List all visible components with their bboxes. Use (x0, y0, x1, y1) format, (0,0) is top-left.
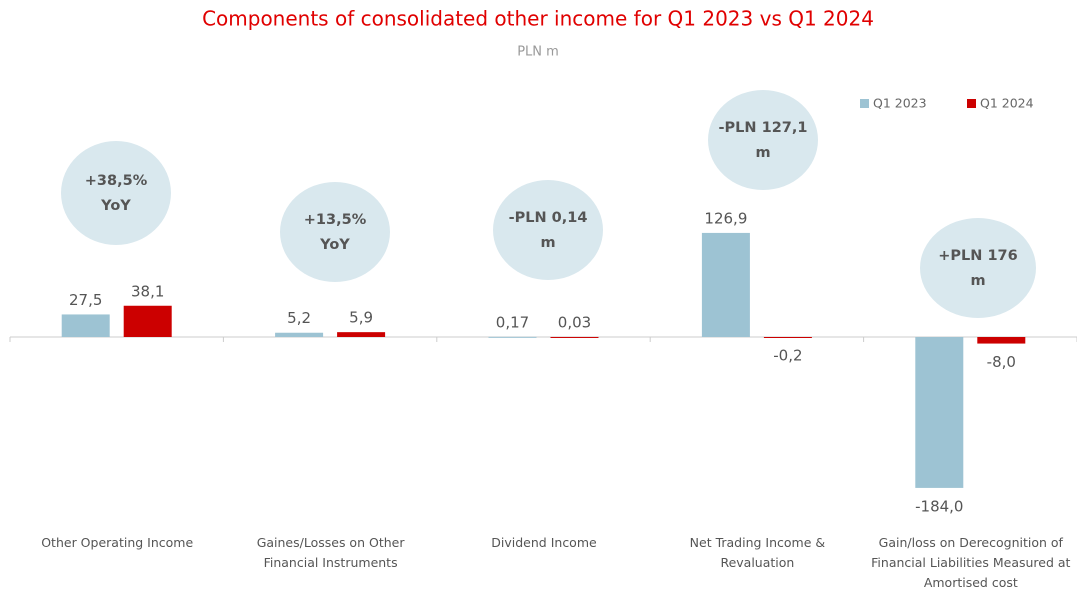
data-label: 0,17 (496, 313, 529, 331)
annotation-bubble (708, 90, 818, 190)
annotation-text: +PLN 176 (938, 248, 1017, 264)
data-label: -8,0 (987, 353, 1016, 371)
bar (550, 336, 599, 338)
chart-title: Components of consolidated other income … (202, 7, 874, 31)
bar (763, 337, 812, 338)
x-tick-label: Other Operating Income (41, 535, 194, 550)
annotation-text: +13,5% (304, 212, 367, 228)
annotation-text: -PLN 0,14 (509, 210, 588, 226)
x-tick-label: Net Trading Income & Revaluation (689, 535, 826, 570)
annotation-text: m (970, 273, 985, 289)
data-label: 5,2 (287, 309, 311, 327)
annotation-text: m (755, 145, 770, 161)
annotation-bubble (920, 218, 1036, 318)
annotation-bubble (493, 180, 603, 280)
legend-swatch (860, 99, 869, 108)
bar (123, 305, 172, 337)
x-tick-label: Gaines/Losses on Other Financial Instrum… (256, 535, 405, 570)
chart-subtitle: PLN m (517, 45, 559, 60)
annotation-bubble (280, 182, 390, 282)
bar (915, 337, 964, 488)
data-label: 5,9 (349, 309, 373, 327)
bar (488, 336, 537, 338)
legend-label: Q1 2024 (980, 96, 1034, 111)
data-label: 126,9 (704, 209, 747, 227)
bar (61, 314, 110, 337)
x-tick-label: Dividend Income (491, 535, 597, 550)
x-tick-label: Gain/loss on Derecognition of Financial … (871, 535, 1071, 590)
legend-label: Q1 2023 (873, 96, 927, 111)
data-label: -0,2 (773, 347, 802, 365)
annotation-text: -PLN 127,1 (719, 120, 808, 136)
annotation-text: m (540, 235, 555, 251)
annotation-text: +38,5% (85, 173, 148, 189)
data-label: -184,0 (915, 497, 963, 515)
bar (337, 332, 386, 337)
bar (977, 337, 1026, 344)
legend-swatch (967, 99, 976, 108)
bar (275, 332, 324, 337)
annotation-bubble (61, 141, 171, 245)
annotation-text: YoY (100, 198, 131, 214)
bar (701, 232, 750, 337)
annotation-text: YoY (319, 237, 350, 253)
data-label: 38,1 (131, 282, 164, 300)
data-label: 0,03 (558, 313, 591, 331)
data-label: 27,5 (69, 291, 102, 309)
